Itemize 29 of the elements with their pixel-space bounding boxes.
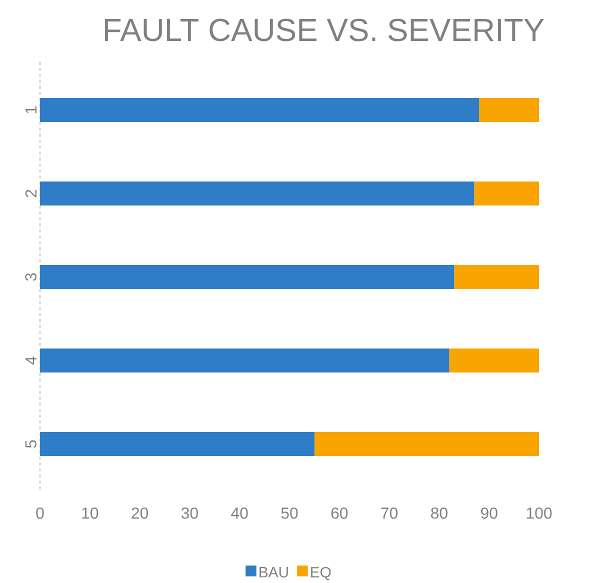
bar [40,348,450,373]
x-tick-label: 10 [82,508,98,519]
x-tick-label: 70 [381,508,398,519]
chart-title: FAULT CAUSE VS. SEVERITY [104,18,544,42]
legend-label: EQ [311,567,331,580]
x-tick-label: 50 [281,508,298,519]
bar [40,265,454,290]
x-tick-label: 20 [132,508,148,519]
y-tick-label: 2 [25,190,36,198]
y-tick-label: 1 [26,106,36,114]
x-tick-label: 90 [481,508,498,519]
x-tick-label: 80 [431,508,448,519]
bar [40,432,314,456]
x-tick-label: 30 [181,508,198,519]
y-tick-label: 5 [25,440,36,448]
bar [40,98,480,122]
bar [474,182,540,206]
bar [449,348,540,373]
x-tick-label: 100 [526,508,552,519]
bar [479,98,540,122]
bar [314,432,540,456]
x-tick-label: 0 [36,508,44,519]
x-tick-label: 40 [231,508,248,519]
bar [40,182,474,206]
y-tick-label: 4 [26,356,36,365]
x-tick-label: 60 [331,508,348,519]
y-tick-label: 3 [25,273,36,281]
bar [454,265,540,290]
legend-label: BAU [260,567,288,578]
